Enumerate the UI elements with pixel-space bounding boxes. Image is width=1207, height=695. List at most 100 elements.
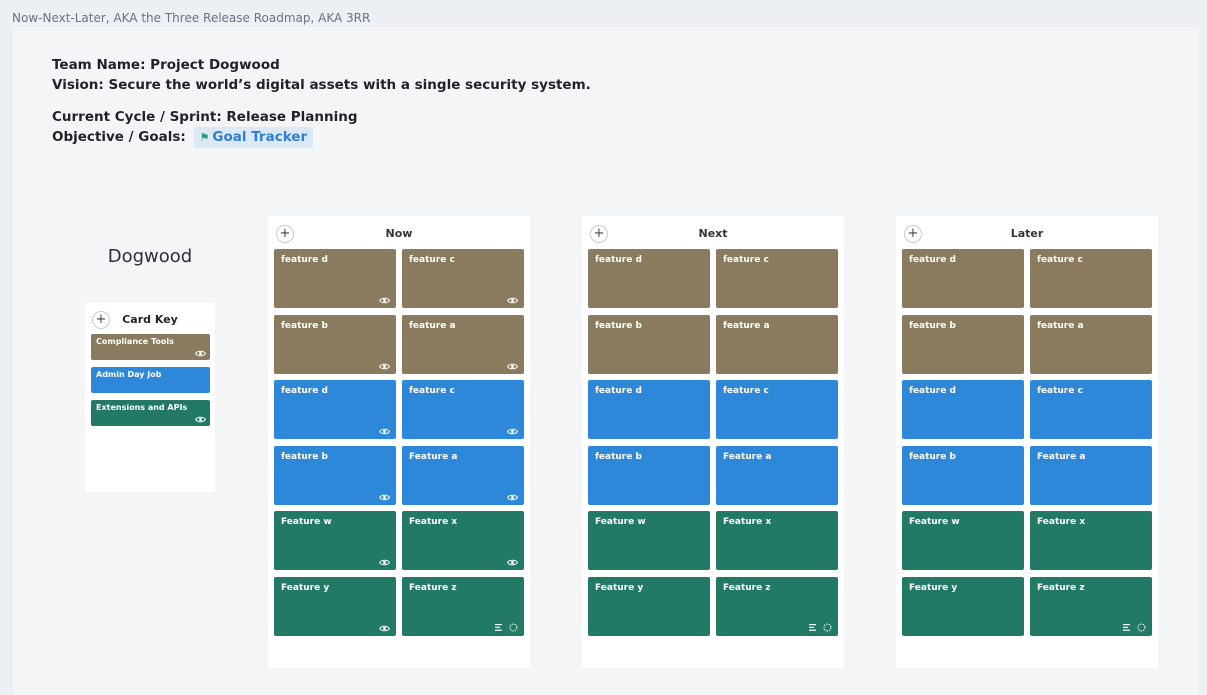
- current-cycle: Current Cycle / Sprint: Release Planning: [52, 109, 358, 125]
- feature-card-label: Feature x: [1037, 517, 1086, 527]
- description-icon: [495, 624, 503, 631]
- flag-icon: ⚑: [199, 131, 210, 144]
- feature-card[interactable]: feature c: [1030, 380, 1152, 439]
- card-key-title: Card Key: [122, 313, 178, 326]
- card-key-item-label: Extensions and APIs: [96, 403, 188, 412]
- feature-card-label: Feature y: [595, 583, 644, 593]
- feature-card[interactable]: feature d: [902, 249, 1024, 308]
- feature-card[interactable]: feature d: [588, 380, 710, 439]
- team-info: Team Name: Project Dogwood Vision: Secur…: [52, 55, 591, 148]
- feature-card[interactable]: feature d: [588, 249, 710, 308]
- feature-card[interactable]: Feature z: [1030, 577, 1152, 636]
- card-key-header: + Card Key: [85, 303, 215, 335]
- feature-card-label: feature b: [281, 321, 328, 331]
- feature-card-label: feature c: [1037, 255, 1083, 265]
- eye-icon[interactable]: [379, 559, 390, 566]
- feature-card[interactable]: Feature z: [402, 577, 524, 636]
- board-title: Dogwood: [107, 246, 193, 267]
- eye-icon[interactable]: [195, 416, 206, 423]
- feature-card[interactable]: Feature w: [902, 511, 1024, 570]
- progress-icon: [823, 623, 832, 632]
- progress-icon: [509, 623, 518, 632]
- card-meta-icons: [495, 623, 518, 632]
- feature-card[interactable]: Feature y: [902, 577, 1024, 636]
- progress-icon: [1137, 623, 1146, 632]
- description-icon: [809, 624, 817, 631]
- feature-card[interactable]: Feature a: [1030, 446, 1152, 505]
- feature-card[interactable]: feature d: [274, 380, 396, 439]
- feature-card-label: feature c: [1037, 386, 1083, 396]
- team-name: Team Name: Project Dogwood: [52, 57, 280, 73]
- feature-card[interactable]: feature c: [716, 380, 838, 439]
- card-key-item[interactable]: Compliance Tools: [91, 334, 210, 360]
- eye-icon[interactable]: [195, 350, 206, 357]
- eye-icon[interactable]: [507, 559, 518, 566]
- eye-icon[interactable]: [507, 494, 518, 501]
- eye-icon[interactable]: [379, 494, 390, 501]
- feature-card[interactable]: feature b: [588, 315, 710, 374]
- feature-card[interactable]: feature a: [402, 315, 524, 374]
- feature-card[interactable]: Feature x: [1030, 511, 1152, 570]
- feature-card-label: feature d: [909, 255, 956, 265]
- feature-card-label: feature b: [909, 452, 956, 462]
- description-icon: [1123, 624, 1131, 631]
- card-key-panel: + Card Key Compliance Tools Admin Day Job…: [85, 303, 215, 492]
- feature-card-label: Feature z: [409, 583, 457, 593]
- feature-card[interactable]: Feature z: [716, 577, 838, 636]
- feature-card[interactable]: feature c: [716, 249, 838, 308]
- add-card-button[interactable]: +: [590, 225, 608, 243]
- feature-card-label: feature b: [595, 321, 642, 331]
- card-key-item-label: Compliance Tools: [96, 337, 174, 346]
- objective-row: Objective / Goals: ⚑ Goal Tracker: [52, 127, 591, 148]
- feature-card-label: Feature a: [723, 452, 772, 462]
- feature-card-label: Feature a: [1037, 452, 1086, 462]
- feature-card[interactable]: Feature a: [402, 446, 524, 505]
- eye-icon[interactable]: [379, 297, 390, 304]
- feature-card[interactable]: feature a: [1030, 315, 1152, 374]
- card-key-item[interactable]: Extensions and APIs: [91, 400, 210, 426]
- feature-card-label: Feature y: [281, 583, 330, 593]
- eye-icon[interactable]: [507, 297, 518, 304]
- feature-card[interactable]: feature c: [402, 380, 524, 439]
- goal-tracker-link[interactable]: ⚑ Goal Tracker: [193, 127, 314, 148]
- eye-icon[interactable]: [379, 363, 390, 370]
- feature-card[interactable]: feature b: [588, 446, 710, 505]
- feature-card[interactable]: Feature w: [274, 511, 396, 570]
- page-title: Now-Next-Later, AKA the Three Release Ro…: [12, 11, 371, 25]
- eye-icon[interactable]: [507, 363, 518, 370]
- add-card-button[interactable]: +: [276, 225, 294, 243]
- feature-card-label: feature b: [281, 452, 328, 462]
- feature-card[interactable]: feature d: [274, 249, 396, 308]
- eye-icon[interactable]: [507, 428, 518, 435]
- column-later: + Later feature d feature c feature b feature…: [896, 216, 1158, 668]
- feature-card[interactable]: Feature a: [716, 446, 838, 505]
- feature-card-label: feature c: [723, 255, 769, 265]
- feature-card[interactable]: feature b: [902, 315, 1024, 374]
- feature-card[interactable]: feature c: [1030, 249, 1152, 308]
- objective-label: Objective / Goals:: [52, 129, 186, 145]
- feature-card[interactable]: feature b: [274, 446, 396, 505]
- feature-card[interactable]: feature a: [716, 315, 838, 374]
- add-card-button[interactable]: +: [904, 225, 922, 243]
- feature-card-label: feature b: [909, 321, 956, 331]
- eye-icon[interactable]: [379, 625, 390, 632]
- feature-card[interactable]: Feature y: [588, 577, 710, 636]
- feature-card[interactable]: Feature y: [274, 577, 396, 636]
- feature-card[interactable]: feature b: [274, 315, 396, 374]
- column-next: + Next feature d feature c feature b feature …: [582, 216, 844, 668]
- feature-card-label: Feature x: [409, 517, 458, 527]
- column-now: + Now feature d feature c feature b feature a…: [268, 216, 530, 668]
- feature-card[interactable]: Feature x: [716, 511, 838, 570]
- feature-card[interactable]: feature c: [402, 249, 524, 308]
- card-key-item[interactable]: Admin Day Job: [91, 367, 210, 393]
- feature-card-label: Feature w: [595, 517, 646, 527]
- feature-card[interactable]: Feature w: [588, 511, 710, 570]
- feature-card[interactable]: feature b: [902, 446, 1024, 505]
- feature-card[interactable]: feature d: [902, 380, 1024, 439]
- feature-card-label: feature d: [595, 255, 642, 265]
- feature-card[interactable]: Feature x: [402, 511, 524, 570]
- feature-card-label: feature c: [723, 386, 769, 396]
- feature-card-label: Feature w: [281, 517, 332, 527]
- add-card-type-button[interactable]: +: [92, 311, 110, 329]
- eye-icon[interactable]: [379, 428, 390, 435]
